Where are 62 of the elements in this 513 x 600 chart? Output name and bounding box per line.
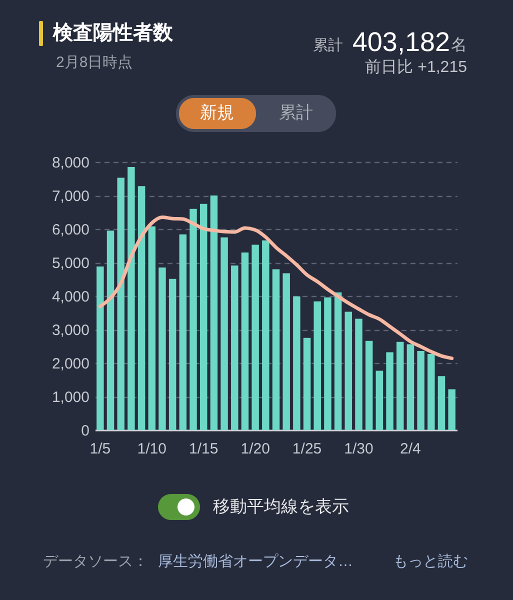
y-tick-label: 0 — [81, 422, 90, 440]
bar — [200, 204, 208, 430]
x-tick-label: 2/4 — [400, 440, 421, 458]
text: 厚生労働省オープンデータ… — [158, 553, 353, 570]
text: 移動平均線を表示 — [213, 497, 349, 516]
bar — [179, 234, 187, 430]
y-tick-label: 3,000 — [52, 322, 90, 339]
bar — [138, 186, 146, 430]
bar — [210, 196, 218, 430]
bar — [386, 352, 394, 430]
y-tick-label: 1,000 — [52, 389, 90, 406]
bar — [448, 389, 456, 430]
y-tick-label: 2,000 — [52, 356, 90, 372]
bar — [344, 312, 352, 430]
bar — [168, 278, 176, 430]
bar — [272, 269, 280, 430]
bar — [190, 208, 197, 430]
bar — [241, 252, 249, 430]
bar — [128, 167, 135, 430]
bar — [252, 244, 259, 430]
x-tick-label: 1/15 — [189, 440, 218, 458]
text: 名 — [451, 37, 467, 54]
bar — [117, 178, 124, 430]
text: データソース： — [43, 553, 148, 570]
bar — [355, 318, 362, 430]
text: 403,182 — [352, 27, 450, 57]
y-tick-label: 8,000 — [52, 154, 90, 172]
y-tick-label: 4,000 — [52, 288, 90, 306]
bar — [314, 301, 321, 430]
line-series — [98, 216, 454, 360]
bar — [148, 226, 156, 430]
bar — [417, 350, 424, 430]
bar — [334, 292, 342, 430]
bar — [303, 338, 311, 430]
bar — [106, 230, 114, 430]
bar — [96, 266, 104, 430]
bar — [158, 268, 166, 430]
bar — [396, 342, 404, 430]
x-tick-label: 1/30 — [344, 440, 374, 458]
bar — [428, 354, 435, 430]
bar — [376, 370, 384, 430]
x-tick-label: 1/10 — [137, 440, 166, 458]
x-tick-label: 1/5 — [90, 440, 111, 458]
bar — [324, 297, 332, 430]
y-tick-label: 5,000 — [52, 255, 90, 272]
bar — [293, 296, 300, 430]
y-tick-label: 7,000 — [52, 188, 90, 205]
bar — [438, 376, 446, 430]
bar — [262, 240, 270, 430]
bar — [282, 273, 290, 430]
text: 前日比 +1,215 — [365, 58, 468, 76]
text: 累計 — [313, 37, 343, 54]
bar — [231, 266, 238, 430]
chart-subtitle: 2月8日時点 — [56, 54, 133, 71]
y-tick-label: 6,000 — [52, 222, 90, 238]
text: もっと読む — [393, 553, 468, 570]
x-tick-label: 1/20 — [240, 440, 270, 458]
x-tick-label: 1/25 — [292, 440, 322, 458]
chart-title: 検査陽性者数 — [52, 22, 174, 44]
bar — [406, 344, 414, 430]
bar — [220, 237, 228, 430]
bar — [365, 340, 373, 430]
